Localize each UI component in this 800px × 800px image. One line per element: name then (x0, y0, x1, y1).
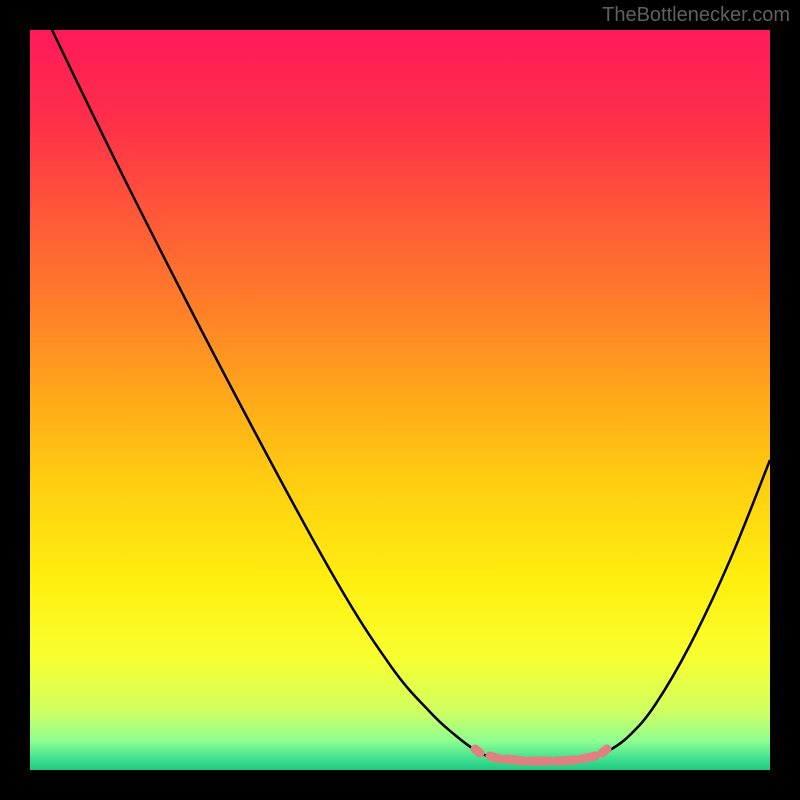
chart-plot-area (30, 30, 770, 770)
watermark-text: TheBottlenecker.com (602, 4, 790, 27)
bottleneck-curve (30, 30, 770, 770)
trough-markers (475, 749, 607, 761)
curve-path (52, 30, 770, 761)
